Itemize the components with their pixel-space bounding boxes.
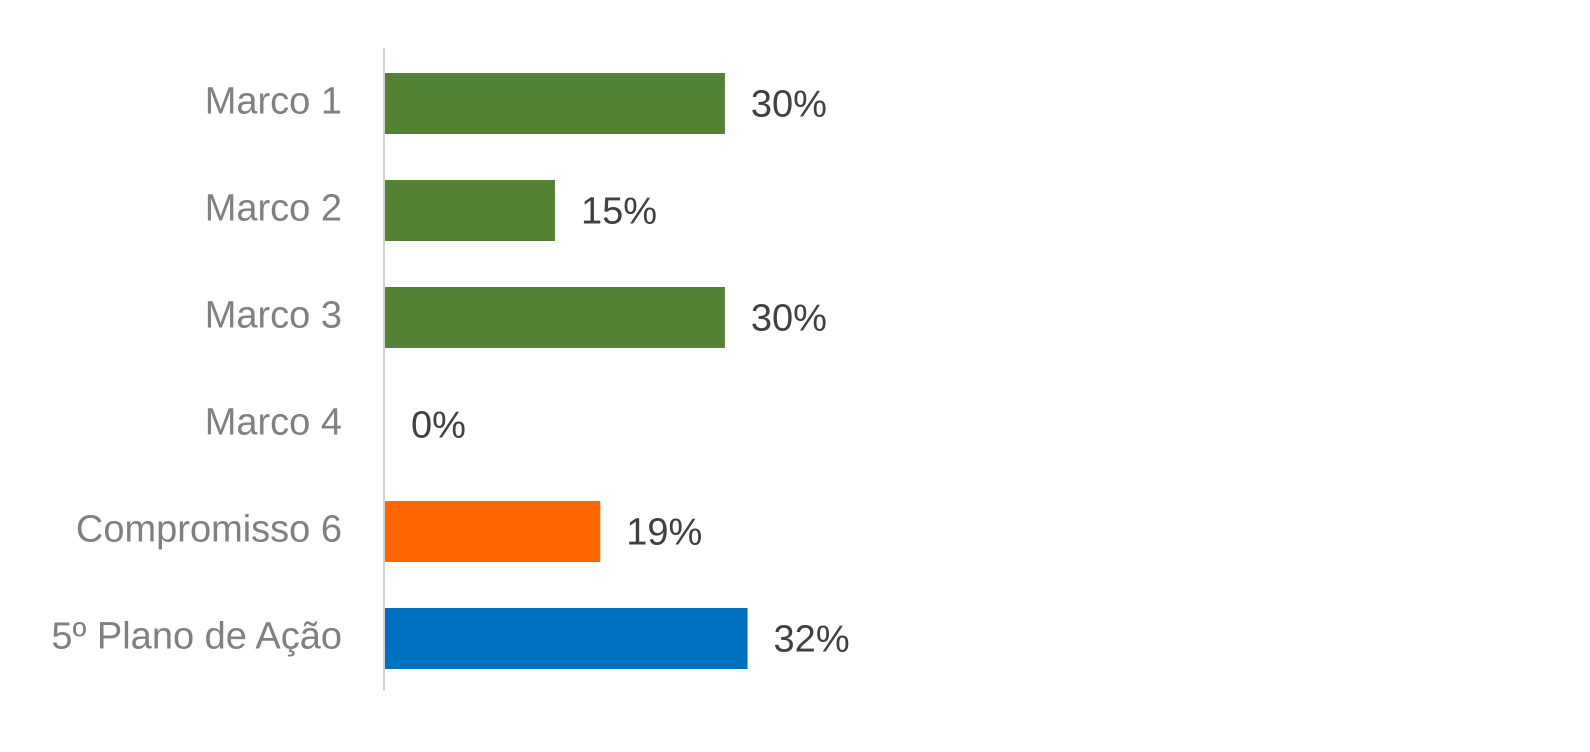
category-label: Marco 4: [205, 402, 342, 444]
value-label: 32%: [774, 619, 850, 661]
category-label: Marco 3: [205, 295, 342, 337]
bar: [385, 608, 748, 669]
value-label: 30%: [751, 84, 827, 126]
value-label: 19%: [626, 512, 702, 554]
bar: [385, 501, 601, 562]
value-label: 0%: [411, 405, 466, 447]
category-label: 5º Plano de Ação: [51, 616, 342, 658]
bar: [385, 73, 725, 134]
category-label: Marco 1: [205, 81, 342, 123]
category-label: Compromisso 6: [76, 509, 342, 551]
bar: [385, 180, 555, 241]
bar: [385, 287, 725, 348]
value-label: 15%: [581, 191, 657, 233]
category-label: Marco 2: [205, 188, 342, 230]
value-label: 30%: [751, 298, 827, 340]
